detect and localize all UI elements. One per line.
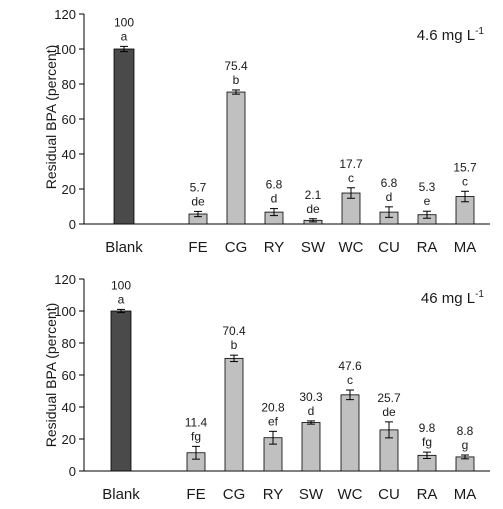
significance-letter: b bbox=[231, 338, 238, 352]
significance-letter: fg bbox=[422, 435, 432, 449]
y-tick-label: 40 bbox=[62, 400, 76, 415]
significance-letter: g bbox=[462, 438, 469, 452]
data-label: 75.4 bbox=[224, 59, 248, 73]
x-tick-label: MA bbox=[454, 486, 477, 503]
significance-letter: fg bbox=[191, 429, 201, 443]
data-label: 5.3 bbox=[419, 180, 436, 194]
panel-4-6-mg: Residual BPA (percent) 4.6 mg L-1 0 20 40 6… bbox=[43, 7, 490, 256]
data-label: 11.4 bbox=[185, 415, 208, 429]
y-tick-label: 80 bbox=[62, 336, 76, 351]
x-tick-label: FE bbox=[186, 486, 205, 503]
x-tick-label: Blank bbox=[102, 486, 140, 503]
y-tick-label: 0 bbox=[69, 217, 76, 232]
y-tick-label: 80 bbox=[62, 77, 76, 92]
significance-letter: ef bbox=[268, 414, 279, 428]
data-label: 5.7 bbox=[190, 180, 207, 194]
significance-letter: de bbox=[382, 405, 396, 419]
x-tick-label: FE bbox=[188, 239, 207, 256]
data-label: 6.8 bbox=[381, 176, 398, 190]
significance-letter: c bbox=[462, 174, 468, 188]
x-tick-label: CU bbox=[378, 239, 400, 256]
y-axis-label: Residual BPA (percent) bbox=[43, 45, 59, 189]
data-label: 8.8 bbox=[457, 424, 474, 438]
bar-sw bbox=[301, 422, 321, 472]
bar-blank bbox=[113, 48, 135, 225]
y-tick-label: 20 bbox=[62, 432, 76, 447]
x-tick-label: WC bbox=[339, 239, 364, 256]
y-tick-label: 120 bbox=[54, 7, 76, 22]
x-tick-label: SW bbox=[299, 486, 324, 503]
data-label: 47.6 bbox=[338, 359, 362, 373]
y-tick-label: 60 bbox=[62, 368, 76, 383]
data-label: 6.8 bbox=[266, 178, 283, 192]
x-tick-label: CU bbox=[378, 486, 400, 503]
y-tick-label: 100 bbox=[54, 42, 76, 57]
significance-letter: b bbox=[233, 73, 240, 87]
y-axis-label: Residual BPA (percent) bbox=[43, 303, 59, 447]
significance-letter: a bbox=[118, 292, 125, 306]
data-label: 17.7 bbox=[339, 157, 363, 171]
data-label: 100 bbox=[111, 278, 131, 292]
significance-letter: d bbox=[308, 404, 315, 418]
significance-letter: d bbox=[386, 190, 393, 204]
significance-letter: de bbox=[306, 202, 320, 216]
significance-letter: de bbox=[191, 194, 205, 208]
y-tick-label: 40 bbox=[62, 147, 76, 162]
data-label: 15.7 bbox=[453, 160, 477, 174]
x-tick-label: WC bbox=[338, 486, 363, 503]
x-tick-label: CG bbox=[223, 486, 246, 503]
panel-46-mg: Residual BPA (percent) 46 mg L-1 0 20 40 60… bbox=[43, 272, 490, 503]
data-label: 25.7 bbox=[377, 391, 401, 405]
x-tick-label: SW bbox=[301, 239, 326, 256]
axes: 0 20 40 60 80 100 120 Blank FE CG RY SW WC CU RA MA bbox=[54, 272, 490, 503]
bar-cg bbox=[224, 357, 244, 472]
axes: 0 20 40 60 80 100 120 Blank FE CG RY SW WC CU RA MA bbox=[54, 7, 490, 256]
x-tick-label: RA bbox=[417, 486, 438, 503]
x-tick-label: CG bbox=[225, 239, 248, 256]
data-label: 100 bbox=[114, 15, 134, 29]
x-tick-label: RA bbox=[417, 239, 438, 256]
concentration-label: 4.6 mg L-1 bbox=[417, 26, 485, 44]
x-tick-label: Blank bbox=[105, 239, 143, 256]
data-label: 30.3 bbox=[299, 390, 323, 404]
y-tick-label: 60 bbox=[62, 112, 76, 127]
data-label: 70.4 bbox=[222, 324, 246, 338]
bar-blank bbox=[110, 310, 132, 472]
bar-wc bbox=[340, 394, 360, 472]
significance-letter: d bbox=[271, 192, 278, 206]
significance-letter: c bbox=[347, 373, 353, 387]
data-label: 2.1 bbox=[305, 188, 322, 202]
bar-cg bbox=[226, 91, 246, 225]
bars: 100a11.4fg70.4b20.8ef30.3d47.6c25.7de9.8… bbox=[110, 278, 475, 472]
concentration-label: 46 mg L-1 bbox=[421, 289, 485, 307]
y-tick-label: 100 bbox=[54, 304, 76, 319]
x-tick-label: RY bbox=[263, 486, 284, 503]
x-tick-label: MA bbox=[454, 239, 477, 256]
significance-letter: a bbox=[121, 29, 128, 43]
data-label: 20.8 bbox=[261, 400, 285, 414]
x-tick-label: RY bbox=[264, 239, 285, 256]
y-tick-label: 20 bbox=[62, 182, 76, 197]
significance-letter: c bbox=[348, 171, 354, 185]
data-label: 9.8 bbox=[419, 421, 436, 435]
y-tick-label: 120 bbox=[54, 272, 76, 287]
y-tick-label: 0 bbox=[69, 464, 76, 479]
significance-letter: e bbox=[424, 194, 431, 208]
